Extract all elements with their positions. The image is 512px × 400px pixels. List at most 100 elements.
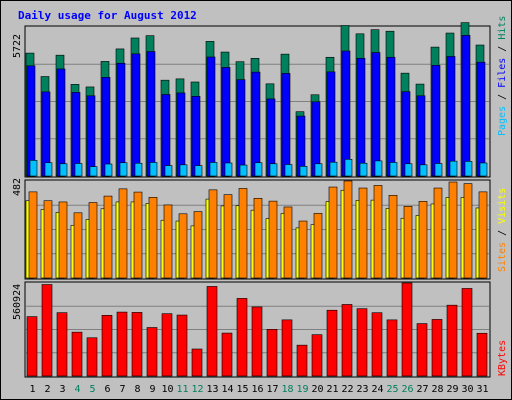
kbytes-bar [461, 288, 473, 377]
visits-bar [283, 206, 293, 279]
kbytes-bar [386, 319, 398, 377]
kbytes-bar [356, 308, 368, 377]
legend-sep-3: / [497, 224, 508, 242]
kbytes-bar [266, 329, 278, 377]
x-tick-label: 24 [371, 384, 383, 395]
kbytes-bar [146, 327, 158, 377]
x-tick-label: 29 [446, 384, 458, 395]
visits-ymax-label: 482 [12, 178, 23, 196]
pages-bar [179, 164, 188, 177]
pages-bar [89, 166, 98, 177]
pages-bar [134, 162, 143, 177]
files-bar [401, 91, 411, 177]
files-bar [431, 65, 441, 177]
pages-bar [44, 162, 53, 177]
x-tick-label: 2 [44, 384, 50, 395]
pages-bar [194, 165, 203, 177]
x-tick-label: 1 [29, 384, 35, 395]
kbytes-bar [371, 312, 383, 377]
files-bar [446, 56, 456, 177]
x-tick-label: 5 [89, 384, 95, 395]
files-bar [251, 71, 261, 177]
files-bar [326, 71, 336, 177]
files-bar [236, 79, 246, 177]
files-bar [356, 57, 366, 177]
kbytes-bar [41, 284, 53, 377]
files-bar [191, 96, 201, 177]
x-tick-label: 23 [356, 384, 368, 395]
kbytes-bar [206, 286, 218, 377]
hits-legend-label: Pages / Files / Hits [497, 16, 508, 136]
legend-sep-2: / [497, 40, 508, 58]
x-tick-label: 13 [206, 384, 218, 395]
pages-bar [344, 159, 353, 177]
kbytes-bar [26, 316, 38, 377]
kbytes-bar [101, 315, 113, 377]
kbytes-bar [311, 334, 323, 377]
visits-bar [403, 206, 413, 279]
files-bar [371, 52, 381, 177]
x-tick-label: 18 [281, 384, 293, 395]
x-axis-labels: 1 2 3 4 5 6 7 8 9 10 11 12 13 14 15 16 17 18 19 20 21 22 23 24 2… [29, 384, 488, 395]
files-bar [281, 73, 291, 177]
files-bar [116, 62, 126, 177]
legend-files: Files [497, 58, 508, 88]
x-tick-label: 3 [59, 384, 65, 395]
x-tick-label: 19 [296, 384, 308, 395]
visits-bar [133, 191, 143, 279]
visits-bar [343, 180, 353, 279]
visits-legend-label: Sites / Visits [497, 188, 508, 272]
files-bar [161, 94, 171, 177]
kbytes-legend-label: KBytes [497, 340, 508, 376]
x-tick-label: 11 [176, 384, 188, 395]
x-tick-label: 21 [326, 384, 338, 395]
kbytes-bar [116, 311, 128, 377]
pages-bar [299, 166, 308, 177]
pages-bar [119, 162, 128, 177]
pages-bar [329, 161, 338, 177]
kbytes-bar [326, 309, 338, 377]
visits-bar [178, 213, 188, 279]
x-tick-label: 7 [119, 384, 125, 395]
files-bar [341, 50, 351, 177]
pages-bar [464, 161, 473, 177]
kbytes-bar [431, 319, 443, 377]
kbytes-bar [401, 282, 413, 377]
x-tick-label: 6 [104, 384, 110, 395]
x-tick-label: 9 [149, 384, 155, 395]
kbytes-bar [86, 337, 98, 377]
files-bar [101, 77, 111, 177]
kbytes-bar [251, 306, 263, 377]
visits-bar [223, 194, 233, 279]
pages-bar [374, 160, 383, 177]
visits-bar [88, 202, 98, 279]
visits-bar [418, 201, 428, 279]
visits-bar [433, 187, 443, 279]
pages-bar [239, 164, 248, 177]
files-bar [461, 35, 471, 177]
pages-bar [74, 163, 83, 177]
legend-sep-1: / [497, 88, 508, 106]
x-tick-label: 16 [251, 384, 263, 395]
visits-bar [238, 188, 248, 279]
kbytes-bar [416, 323, 428, 377]
visits-bar [208, 189, 218, 279]
pages-bar [434, 163, 443, 177]
pages-bar [389, 162, 398, 177]
x-tick-label: 8 [134, 384, 140, 395]
kbytes-bar [341, 304, 353, 377]
files-bar [386, 56, 396, 177]
x-tick-label: 30 [461, 384, 473, 395]
files-bar [176, 92, 186, 177]
visits-bar [193, 211, 203, 279]
pages-bar [254, 162, 263, 177]
legend-pages: Pages [497, 106, 508, 136]
pages-bar [419, 164, 428, 177]
visits-bar [313, 213, 323, 279]
x-tick-label: 17 [266, 384, 278, 395]
files-bar [131, 53, 141, 177]
files-bar [26, 65, 36, 177]
files-bar [221, 67, 231, 177]
bars [25, 22, 488, 377]
